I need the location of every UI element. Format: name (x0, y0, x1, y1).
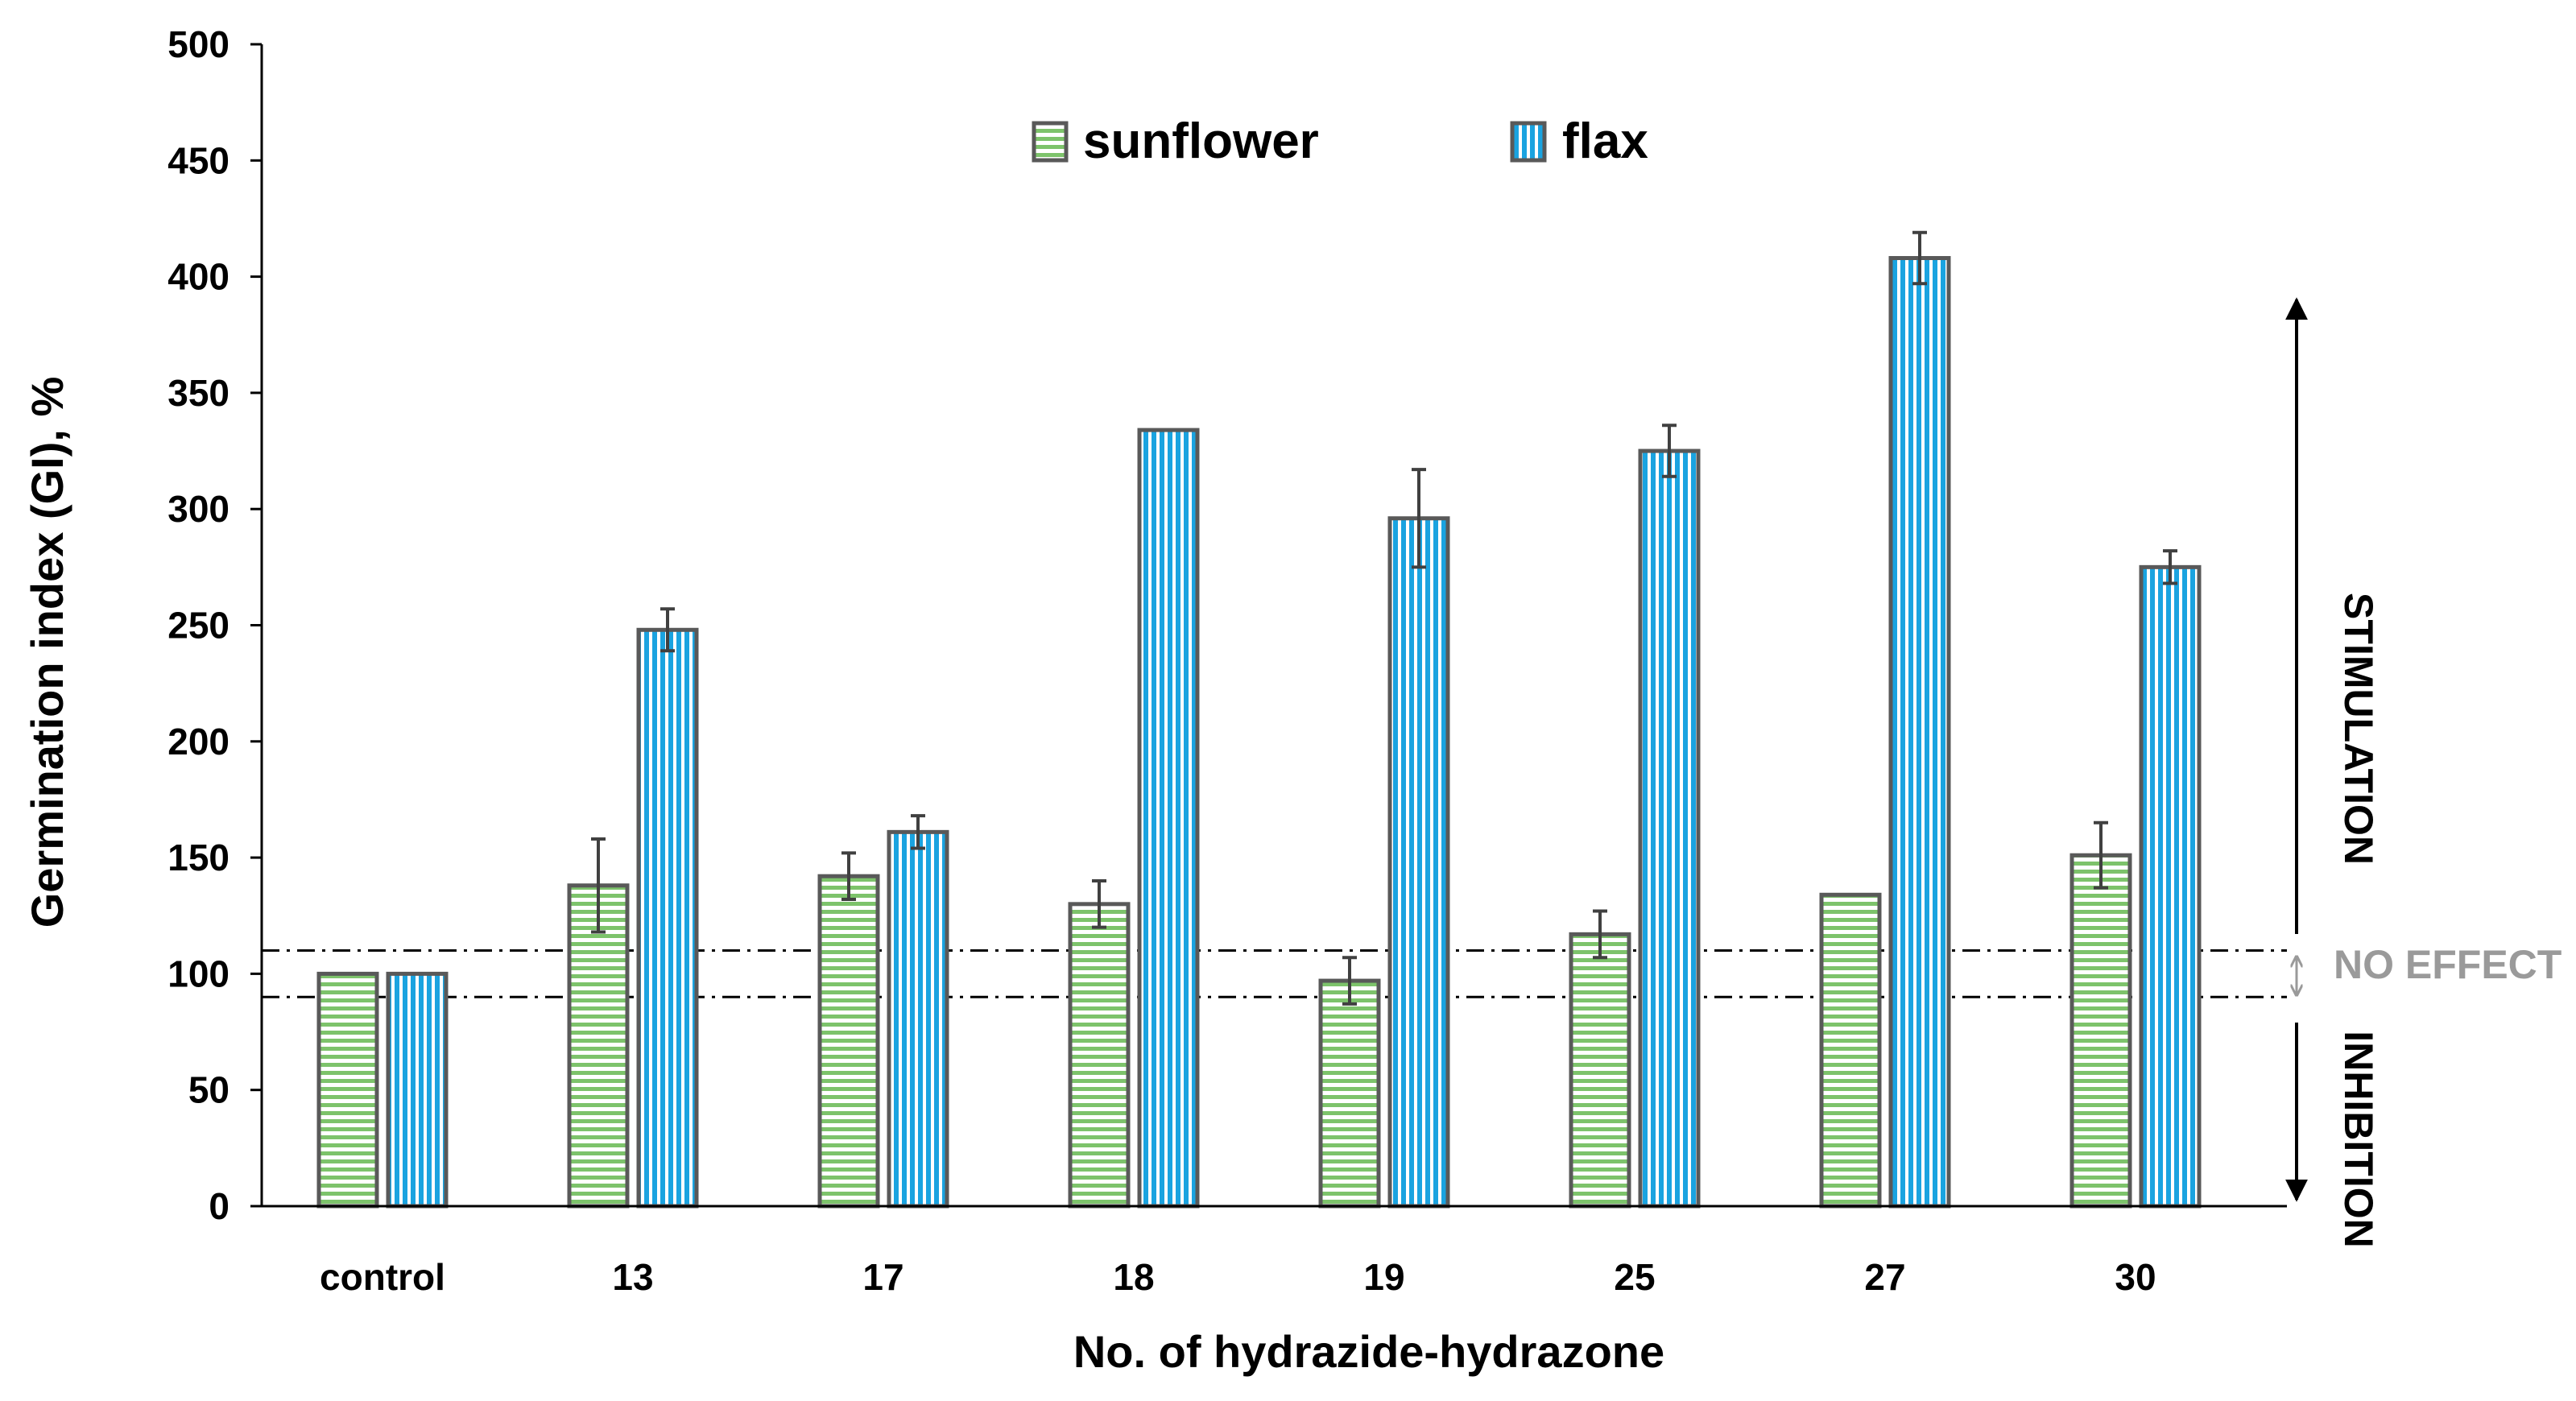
x-tick-label: 17 (862, 1256, 903, 1298)
bar-flax-25 (1638, 448, 1701, 1209)
bar-sunflower-27 (1819, 892, 1882, 1209)
bar-flax-30 (2139, 564, 2202, 1209)
x-tick-label: 19 (1363, 1256, 1404, 1298)
legend-swatch-sunflower (1032, 121, 1069, 163)
bar-flax-27 (1888, 256, 1951, 1209)
legend-label-flax: flax (1562, 114, 1648, 169)
x-tick-label: 27 (1864, 1256, 1905, 1298)
x-tick-label: control (320, 1256, 445, 1298)
bars (316, 256, 2202, 1209)
x-tick-label: 25 (1614, 1256, 1655, 1298)
y-tick-label: 450 (167, 139, 229, 181)
bar-flax-control (386, 971, 449, 1209)
legend-swatch-flax (1510, 121, 1547, 163)
axes (250, 43, 2287, 1208)
bar-flax-18 (1137, 428, 1200, 1209)
y-tick-label: 100 (167, 953, 229, 994)
y-tick-label: 50 (188, 1069, 229, 1111)
bar-flax-13 (636, 627, 699, 1209)
bar-sunflower-19 (1318, 978, 1381, 1209)
x-tick-label: 18 (1113, 1256, 1154, 1298)
bar-flax-17 (887, 829, 949, 1209)
y-tick-label: 200 (167, 721, 229, 762)
bar-sunflower-control (316, 971, 379, 1209)
bar-flax-19 (1387, 516, 1450, 1209)
x-axis-title: No. of hydrazide-hydrazone (1073, 1326, 1664, 1377)
legend: sunflower flax (1032, 114, 1648, 169)
bar-sunflower-25 (1569, 932, 1631, 1209)
y-tick-label: 500 (167, 23, 229, 65)
tick-labels: control 13 17 18 19 25 27 300501001502002503003… (167, 23, 2156, 1298)
bar-sunflower-18 (1068, 902, 1131, 1209)
y-tick-label: 0 (209, 1185, 229, 1227)
y-tick-label: 300 (167, 488, 229, 530)
inhibition-label: INHIBITION (2336, 1031, 2381, 1247)
y-tick-label: 400 (167, 256, 229, 298)
x-tick-label: 13 (612, 1256, 653, 1298)
region-annotations: STIMULATION NO EFFECT INHIBITION (2285, 297, 2562, 1248)
bar-sunflower-17 (817, 874, 880, 1209)
y-tick-label: 150 (167, 837, 229, 878)
x-tick-label: 30 (2115, 1256, 2156, 1298)
reference-lines (262, 949, 2287, 998)
y-tick-label: 350 (167, 372, 229, 414)
stimulation-label: STIMULATION (2336, 593, 2381, 865)
y-axis-title: Germination index (GI), % (22, 377, 72, 928)
no-effect-label: NO EFFECT (2334, 942, 2562, 987)
bar-sunflower-13 (567, 883, 630, 1209)
bar-sunflower-30 (2069, 853, 2132, 1209)
legend-label-sunflower: sunflower (1083, 114, 1319, 169)
error-bars (591, 230, 2177, 1006)
y-tick-label: 250 (167, 605, 229, 647)
